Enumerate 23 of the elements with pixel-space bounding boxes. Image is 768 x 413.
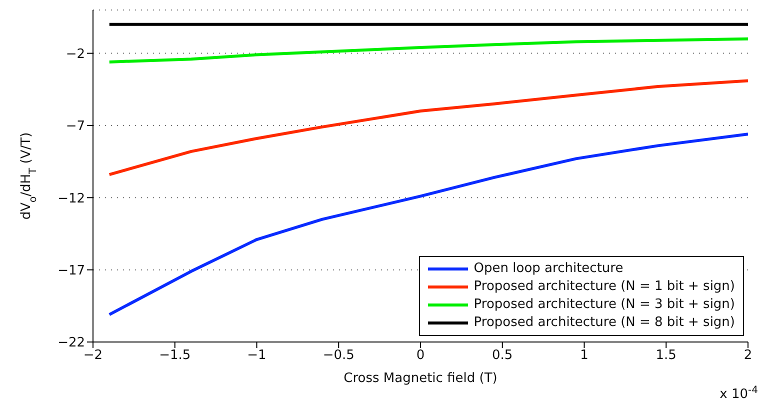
- legend-label: Proposed architecture (N = 8 bit + sign): [474, 314, 735, 332]
- legend-label: Open loop architecture: [474, 260, 624, 278]
- x-tick-label: −2: [83, 348, 103, 364]
- x-tick-label: 0: [416, 348, 425, 364]
- text: x 10$^{-4}$: [720, 384, 758, 402]
- x-tick-label: 1: [580, 348, 588, 364]
- legend-label: Proposed architecture (N = 1 bit + sign): [474, 278, 735, 296]
- x-tick-label: −1: [247, 348, 266, 364]
- legend-label: Proposed architecture (N = 3 bit + sign): [474, 296, 735, 314]
- x-tick-label: −1.5: [159, 348, 191, 364]
- x-tick-label: 1.5: [656, 348, 676, 364]
- line-series: [108, 79, 748, 176]
- y-tick-label: −22: [58, 336, 85, 351]
- y-tick-label: −7: [66, 119, 85, 134]
- y-tick-label: −12: [58, 191, 85, 206]
- y-tick-label: −17: [58, 263, 85, 278]
- x-tick-label: −0.5: [322, 348, 354, 364]
- x-tick-label: 2: [744, 348, 752, 364]
- x-tick-label: 0.5: [492, 348, 513, 364]
- x-axis-title: Cross Magnetic field (T): [344, 371, 498, 386]
- line-series: [108, 37, 748, 64]
- y-tick-label: −2: [66, 46, 85, 62]
- line-series: [108, 132, 748, 316]
